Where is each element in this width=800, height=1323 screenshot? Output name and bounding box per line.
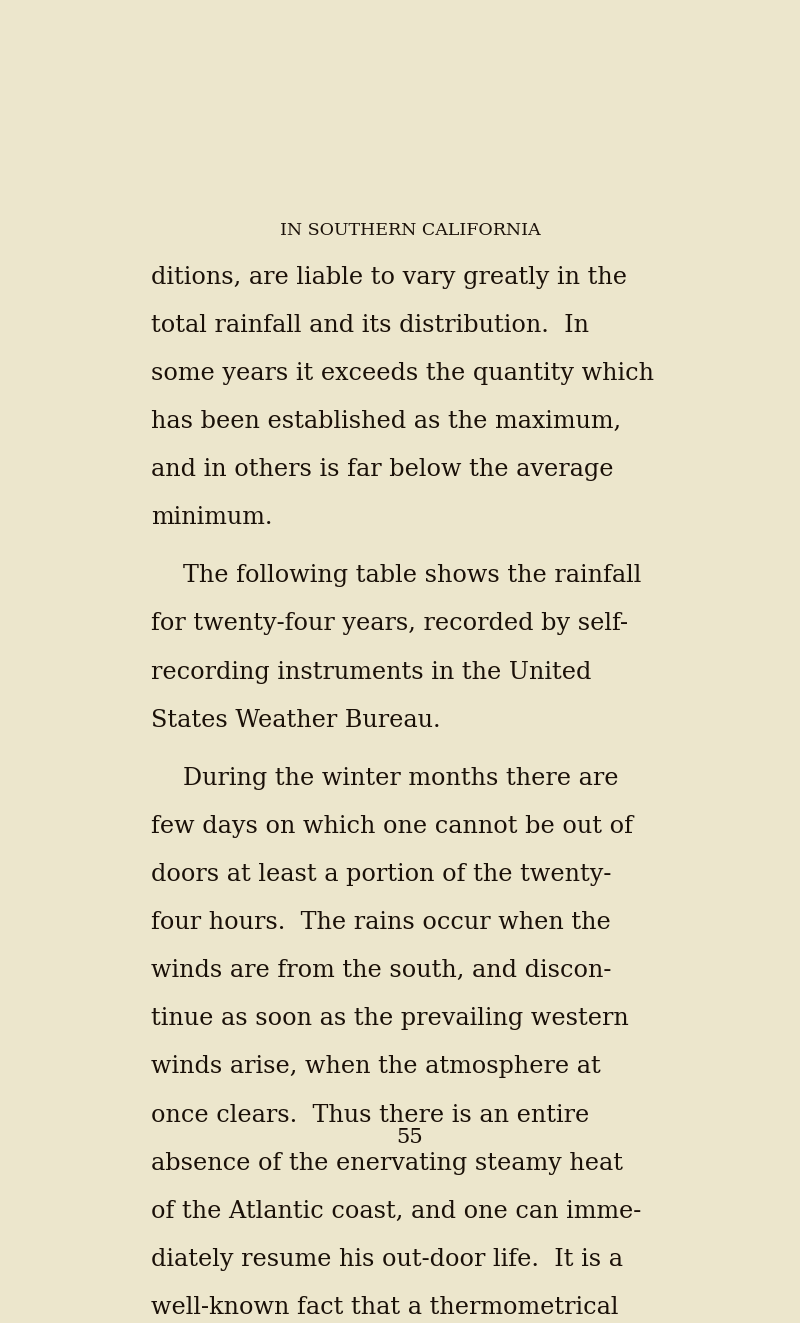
Text: four hours.  The rains occur when the: four hours. The rains occur when the — [151, 912, 610, 934]
Text: few days on which one cannot be out of: few days on which one cannot be out of — [151, 815, 633, 837]
Text: total rainfall and its distribution.  In: total rainfall and its distribution. In — [151, 314, 589, 337]
Text: and in others is far below the average: and in others is far below the average — [151, 458, 614, 482]
Text: The following table shows the rainfall: The following table shows the rainfall — [183, 565, 642, 587]
Text: once clears.  Thus there is an entire: once clears. Thus there is an entire — [151, 1103, 589, 1126]
Text: minimum.: minimum. — [151, 507, 272, 529]
Text: winds are from the south, and discon-: winds are from the south, and discon- — [151, 959, 611, 982]
Text: for twenty-four years, recorded by self-: for twenty-four years, recorded by self- — [151, 613, 628, 635]
Text: well-known fact that a thermometrical: well-known fact that a thermometrical — [151, 1295, 618, 1319]
Text: 55: 55 — [397, 1129, 423, 1147]
Text: States Weather Bureau.: States Weather Bureau. — [151, 709, 441, 732]
Text: winds arise, when the atmosphere at: winds arise, when the atmosphere at — [151, 1056, 601, 1078]
Text: recording instruments in the United: recording instruments in the United — [151, 660, 591, 684]
Text: doors at least a portion of the twenty-: doors at least a portion of the twenty- — [151, 863, 611, 886]
Text: During the winter months there are: During the winter months there are — [183, 767, 618, 790]
Text: some years it exceeds the quantity which: some years it exceeds the quantity which — [151, 363, 654, 385]
Text: tinue as soon as the prevailing western: tinue as soon as the prevailing western — [151, 1007, 629, 1031]
Text: ditions, are liable to vary greatly in the: ditions, are liable to vary greatly in t… — [151, 266, 627, 288]
Text: absence of the enervating steamy heat: absence of the enervating steamy heat — [151, 1151, 623, 1175]
Text: of the Atlantic coast, and one can imme-: of the Atlantic coast, and one can imme- — [151, 1200, 641, 1222]
Text: IN SOUTHERN CALIFORNIA: IN SOUTHERN CALIFORNIA — [280, 222, 540, 239]
Text: diately resume his out-door life.  It is a: diately resume his out-door life. It is … — [151, 1248, 623, 1271]
Text: has been established as the maximum,: has been established as the maximum, — [151, 410, 621, 433]
